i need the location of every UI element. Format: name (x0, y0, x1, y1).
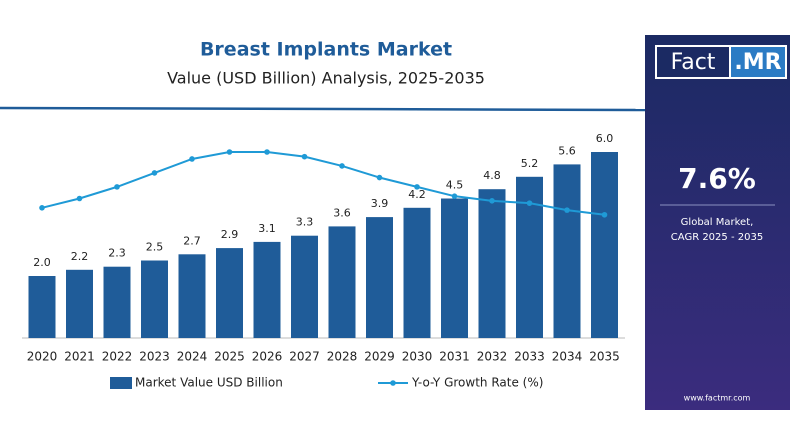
legend-swatch (110, 377, 132, 389)
value-label: 2.2 (71, 250, 89, 263)
bar (178, 254, 206, 338)
growth-point (526, 200, 533, 206)
value-label: 4.8 (483, 169, 501, 182)
cagr-caption: CAGR 2025 - 2035 (671, 232, 763, 243)
chart-card (0, 35, 645, 410)
bar (366, 217, 393, 338)
x-tick-label: 2032 (477, 350, 508, 364)
x-tick-label: 2022 (102, 350, 133, 364)
value-label: 2.5 (146, 241, 164, 254)
bar (291, 235, 318, 338)
x-tick-label: 2030 (402, 350, 433, 364)
growth-point (39, 205, 45, 211)
legend-label: Y-o-Y Growth Rate (%) (411, 376, 543, 390)
value-label: 5.2 (521, 157, 539, 170)
growth-point (564, 207, 570, 213)
website: www.factmr.com (684, 394, 751, 403)
growth-point (114, 184, 120, 190)
x-tick-label: 2025 (214, 350, 245, 364)
value-label: 3.9 (371, 197, 389, 210)
legend-label: Market Value USD Billion (135, 376, 283, 390)
bar (66, 269, 93, 338)
growth-point (376, 174, 383, 181)
value-label: 2.0 (33, 256, 51, 269)
x-tick-label: 2024 (177, 350, 208, 364)
cagr-caption: Global Market, (681, 217, 754, 228)
side-panel (645, 35, 790, 410)
value-label: 3.6 (333, 206, 351, 219)
x-tick-label: 2021 (64, 350, 95, 364)
value-label: 3.1 (258, 222, 276, 235)
x-tick-label: 2035 (589, 350, 620, 364)
bar (141, 260, 168, 338)
logo-right-box (729, 45, 787, 79)
bar (216, 248, 243, 338)
growth-point (339, 163, 345, 169)
chart-title: Breast Implants Market (200, 39, 452, 61)
x-tick-label: 2020 (27, 350, 58, 364)
bar (253, 241, 281, 338)
bar (591, 152, 618, 338)
growth-line (41, 151, 605, 216)
bar (328, 226, 356, 338)
legend-swatch-dot (390, 380, 396, 386)
cagr-value: 7.6% (678, 162, 756, 195)
x-tick-label: 2034 (552, 350, 583, 364)
value-label: 5.6 (558, 144, 576, 157)
chart-subtitle: Value (USD Billion) Analysis, 2025-2035 (167, 69, 485, 88)
growth-point (151, 170, 158, 176)
value-label: 2.9 (221, 228, 239, 241)
divider (0, 106, 646, 112)
growth-point (601, 211, 608, 218)
x-tick-label: 2026 (252, 350, 283, 364)
growth-point (264, 149, 270, 155)
bar (553, 164, 581, 338)
bar (441, 198, 468, 338)
x-tick-label: 2031 (439, 350, 470, 364)
value-label: 3.3 (296, 216, 314, 229)
x-tick-label: 2027 (289, 350, 320, 364)
growth-point (414, 184, 420, 190)
bar (103, 266, 131, 338)
x-tick-label: 2029 (364, 350, 395, 364)
bar (478, 189, 506, 338)
value-label: 4.2 (408, 188, 426, 201)
growth-point (301, 153, 308, 160)
growth-point (489, 198, 495, 204)
value-label: 2.7 (183, 234, 201, 247)
value-label: 6.0 (596, 132, 614, 145)
x-tick-label: 2033 (514, 350, 545, 364)
logo-left: Fact (671, 50, 716, 75)
logo-right: .MR (734, 50, 781, 75)
x-tick-label: 2028 (327, 350, 358, 364)
x-tick-label: 2023 (139, 350, 170, 364)
growth-point (451, 193, 458, 199)
value-label: 4.5 (446, 179, 464, 192)
bar (28, 276, 56, 338)
growth-point (76, 195, 83, 202)
growth-point (226, 149, 233, 155)
bar (403, 207, 431, 338)
value-label: 2.3 (108, 247, 126, 260)
growth-point (189, 156, 195, 162)
